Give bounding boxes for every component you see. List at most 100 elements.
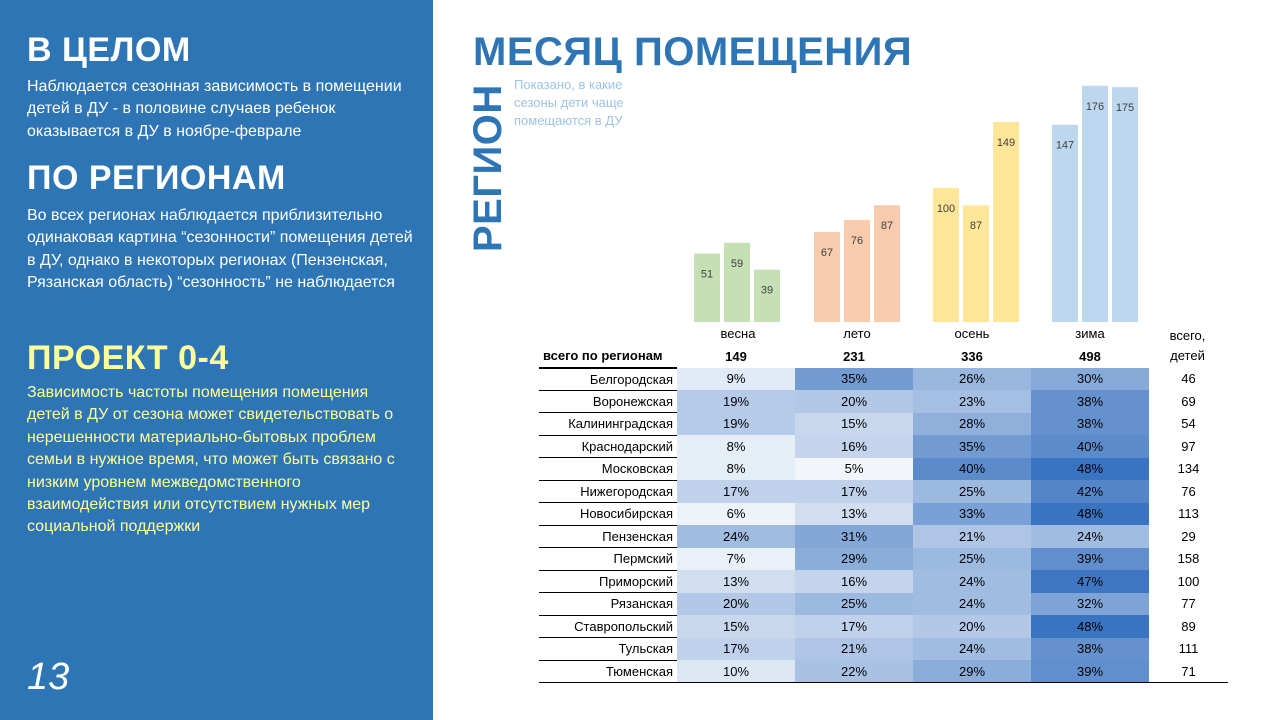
bar-summer-1 <box>814 232 840 322</box>
bar-summer-2 <box>844 220 870 322</box>
region-name: Тульская <box>539 637 677 661</box>
share-cell: 29% <box>795 547 913 570</box>
share-cell: 17% <box>677 637 795 660</box>
region-total: 71 <box>1149 660 1228 683</box>
table-row: Пензенская 24% 31% 21% 24% 29 <box>539 525 1228 548</box>
share-cell: 39% <box>1031 547 1149 570</box>
bar-label-summer-2: 76 <box>851 235 863 247</box>
bar-spring-3 <box>754 269 780 322</box>
share-cell: 29% <box>913 660 1031 683</box>
bar-label-spring-1: 51 <box>701 269 713 281</box>
share-cell: 10% <box>677 660 795 683</box>
table-row: Пермский 7% 29% 25% 39% 158 <box>539 547 1228 571</box>
region-total: 46 <box>1181 371 1196 387</box>
share-cell: 15% <box>677 615 795 638</box>
section-regions-text: Во всех регионах наблюдается приблизител… <box>27 207 413 292</box>
share-cell: 38% <box>1031 390 1149 413</box>
share-cell: 32% <box>1031 592 1149 615</box>
region-name: Краснодарский <box>539 435 677 458</box>
share-cell: 24% <box>913 570 1031 593</box>
share-cell: 17% <box>795 615 913 638</box>
region-total: 76 <box>1181 483 1196 499</box>
region-name: Воронежская <box>539 390 677 413</box>
section-regions-title: ПО РЕГИОНАМ <box>27 159 286 197</box>
table-row: Краснодарский 8% 16% 35% 40% 97 <box>539 435 1228 458</box>
season-total-3: 336 <box>961 348 983 364</box>
table-row: Нижегородская 17% 17% 25% 42% 76 <box>539 480 1228 503</box>
share-cell: 9% <box>677 367 795 390</box>
bar-label-winter-1: 147 <box>1056 140 1074 152</box>
bar-label-summer-1: 67 <box>821 247 833 259</box>
region-name: Тюменская <box>539 660 677 683</box>
season-label-autumn: осень <box>954 326 990 341</box>
share-cell: 17% <box>795 480 913 503</box>
share-cell: 20% <box>677 592 795 615</box>
totals-label: всего по регионам <box>539 345 677 369</box>
region-total: 29 <box>1181 528 1196 544</box>
share-cell: 40% <box>1031 435 1149 458</box>
region-name: Белгородская <box>539 367 677 391</box>
region-name: Московская <box>539 457 677 481</box>
share-cell: 47% <box>1031 570 1149 593</box>
share-cell: 39% <box>1031 660 1149 683</box>
region-name: Пермский <box>539 547 677 571</box>
total-column-header: всего, детей <box>1148 326 1227 366</box>
region-table: всего по регионам 149 231 336 498 Белгородска… <box>539 345 1228 683</box>
region-total: 77 <box>1181 596 1196 612</box>
bar-label-winter-2: 176 <box>1086 101 1104 113</box>
bar-summer-3 <box>874 205 900 322</box>
region-total: 100 <box>1177 573 1200 589</box>
season-total-1: 149 <box>725 348 747 364</box>
share-cell: 20% <box>795 390 913 413</box>
share-cell: 40% <box>913 457 1031 480</box>
total-header-line1: всего, <box>1169 328 1206 343</box>
table-row: Новосибирская 6% 13% 33% 48% 113 <box>539 502 1228 526</box>
left-panel: В ЦЕЛОМ Наблюдается сезонная зависимость… <box>0 0 433 720</box>
region-total: 97 <box>1181 438 1196 454</box>
share-cell: 8% <box>677 435 795 458</box>
share-cell: 24% <box>1031 525 1149 548</box>
share-cell: 48% <box>1031 615 1149 638</box>
bar-spring-2 <box>724 242 750 322</box>
region-total: 113 <box>1178 506 1199 522</box>
share-cell: 7% <box>677 547 795 570</box>
table-row: Ставропольский 15% 17% 20% 48% 89 <box>539 615 1228 638</box>
region-total: 111 <box>1178 641 1199 657</box>
bar-chart: 51 59 39 67 76 87 100 87 149 147 176 175 <box>694 85 1138 322</box>
totals-empty-cell <box>1149 345 1228 368</box>
share-cell: 42% <box>1031 480 1149 503</box>
share-cell: 20% <box>913 615 1031 638</box>
region-name: Приморский <box>539 570 677 593</box>
season-label-summer: лето <box>843 326 871 341</box>
share-cell: 13% <box>677 570 795 593</box>
region-name: Рязанская <box>539 592 677 616</box>
share-cell: 16% <box>795 570 913 593</box>
bar-winter-1 <box>1052 124 1078 322</box>
bar-label-spring-3: 39 <box>761 285 773 297</box>
bar-label-autumn-2: 87 <box>970 220 982 232</box>
share-cell: 17% <box>677 480 795 503</box>
share-cell: 21% <box>795 637 913 660</box>
share-cell: 24% <box>913 592 1031 615</box>
share-cell: 19% <box>677 390 795 413</box>
share-cell: 38% <box>1031 637 1149 660</box>
vertical-title: РЕГИОН <box>466 84 510 252</box>
region-name: Новосибирская <box>539 502 677 526</box>
share-cell: 48% <box>1031 457 1149 480</box>
total-header-line2: детей <box>1170 348 1205 363</box>
share-cell: 21% <box>913 525 1031 548</box>
bar-label-autumn-1: 100 <box>937 203 955 215</box>
share-cell: 30% <box>1031 367 1149 390</box>
share-cell: 33% <box>913 502 1031 525</box>
table-row: Тульская 17% 21% 24% 38% 111 <box>539 637 1228 661</box>
bar-winter-3 <box>1112 87 1138 322</box>
table-row: Воронежская 19% 20% 23% 38% 69 <box>539 390 1228 413</box>
region-total: 54 <box>1181 416 1196 432</box>
page-title: МЕСЯЦ ПОМЕЩЕНИЯ <box>473 30 913 74</box>
table-row: Тюменская 10% 22% 29% 39% 71 <box>539 660 1228 683</box>
bar-label-summer-3: 87 <box>881 220 893 232</box>
share-cell: 5% <box>795 457 913 480</box>
share-cell: 25% <box>913 547 1031 570</box>
share-cell: 31% <box>795 525 913 548</box>
